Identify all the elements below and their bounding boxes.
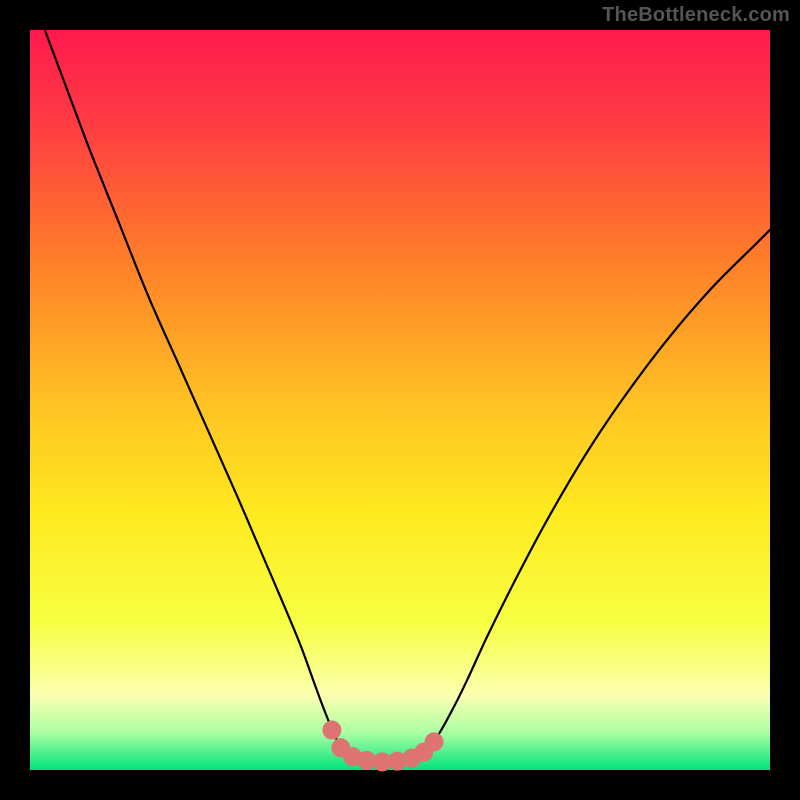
bottleneck-chart bbox=[0, 0, 800, 800]
marker-dot bbox=[425, 733, 443, 751]
chart-container: TheBottleneck.com bbox=[0, 0, 800, 800]
plot-gradient-background bbox=[30, 30, 770, 770]
marker-dot bbox=[323, 721, 341, 739]
watermark-text: TheBottleneck.com bbox=[602, 4, 790, 27]
